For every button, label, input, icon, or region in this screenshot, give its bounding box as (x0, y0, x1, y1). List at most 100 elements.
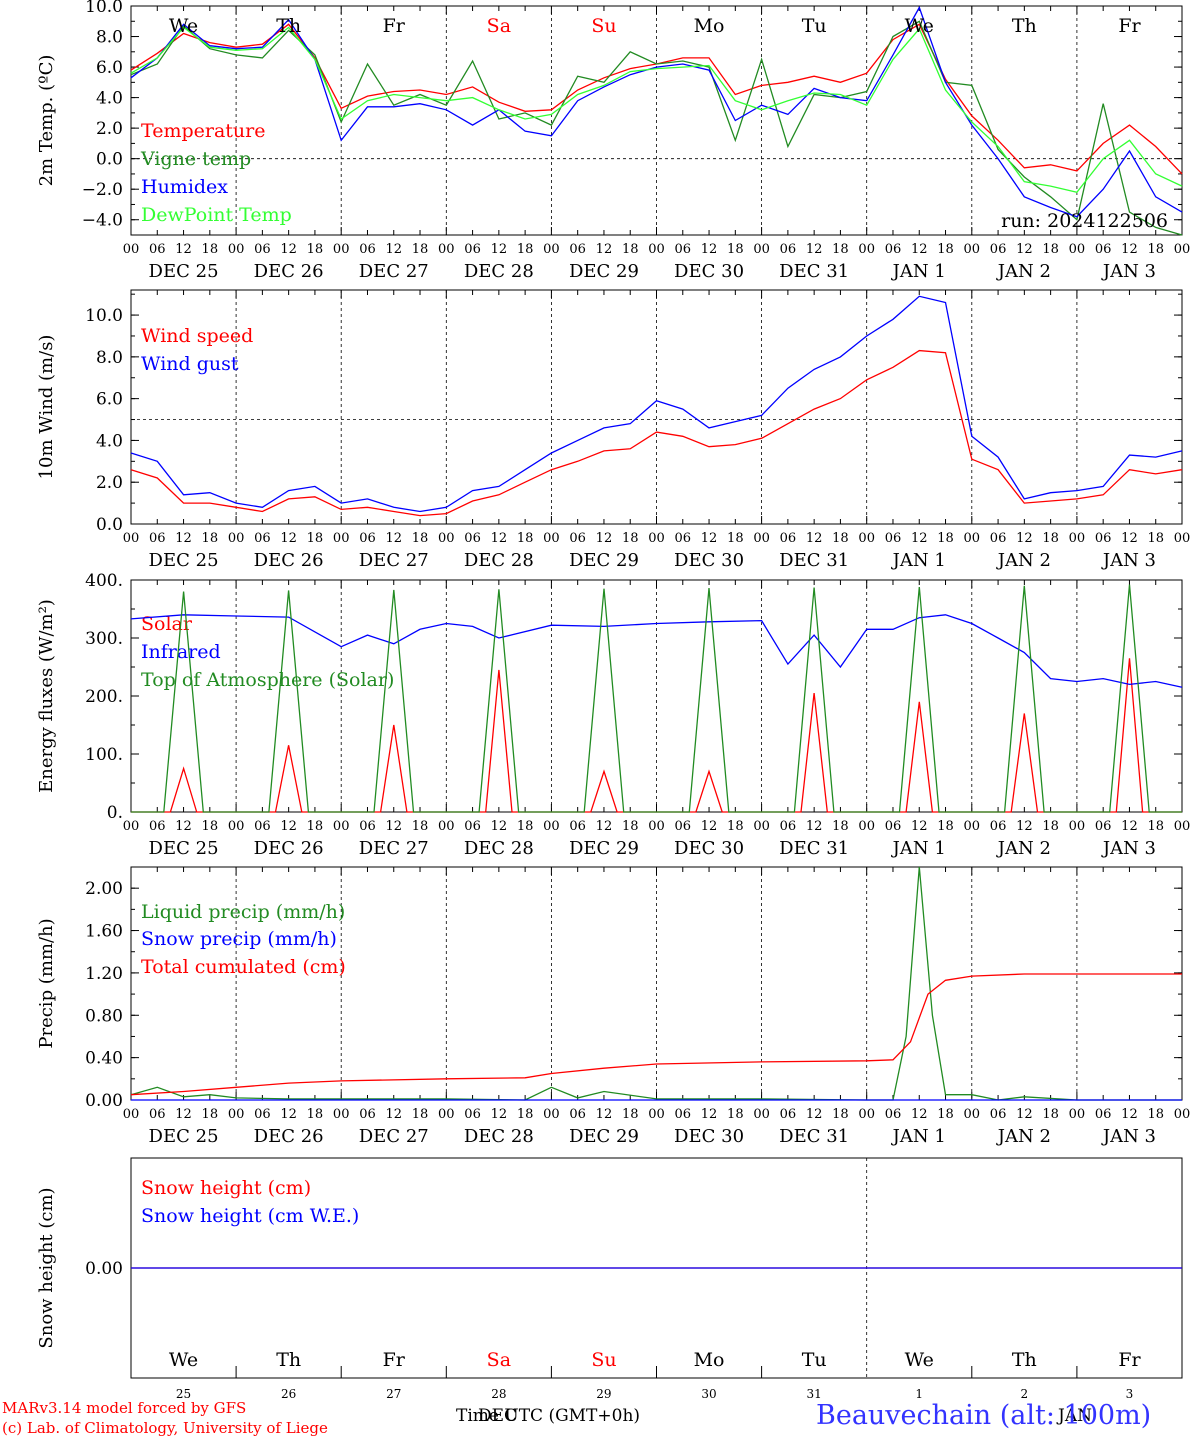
day-label: DEC 27 (359, 550, 429, 571)
hour-tick-label: 18 (1042, 242, 1059, 257)
y-tick-label: 0.40 (85, 1049, 123, 1069)
legend-entry: Vigne temp (140, 148, 251, 170)
y-axis-label: Energy fluxes (W/m²) (36, 599, 57, 793)
hour-tick-label: 06 (359, 819, 376, 834)
hour-tick-label: 00 (1069, 1107, 1086, 1122)
hour-tick-label: 00 (438, 242, 455, 257)
hour-tick-label: 18 (622, 819, 639, 834)
weekday-label: We (169, 1349, 198, 1371)
station-title: Beauvechain (alt: 100m) (816, 1400, 1152, 1431)
weekday-label: Fr (1118, 1349, 1141, 1371)
run-label: run: 2024122506 (1001, 210, 1168, 232)
hour-tick-label: 06 (359, 242, 376, 257)
hour-tick-label: 00 (333, 531, 350, 546)
day-label: DEC 29 (569, 550, 639, 571)
hour-tick-label: 12 (1121, 242, 1138, 257)
day-label: DEC 26 (254, 1126, 324, 1147)
hour-tick-label: 18 (622, 242, 639, 257)
y-tick-label: 4.0 (96, 431, 123, 451)
hour-tick-label: 06 (1095, 1107, 1112, 1122)
hour-tick-label: 00 (543, 819, 560, 834)
weekday-label: We (169, 15, 198, 37)
day-number: 29 (596, 1387, 611, 1401)
panel-precip: 0.00 0.40 0.80 1.20 1.60 2.00 Precip (mm/h) Liq… (36, 866, 1190, 1147)
hour-tick-label: 18 (1042, 531, 1059, 546)
hour-tick-label: 06 (464, 819, 481, 834)
day-label: DEC 29 (569, 1126, 639, 1147)
hour-tick-label: 18 (622, 1107, 639, 1122)
hour-tick-label: 06 (569, 242, 586, 257)
hour-tick-label: 18 (1042, 819, 1059, 834)
hour-tick-label: 12 (1016, 819, 1033, 834)
y-tick-label: 1.60 (85, 922, 123, 942)
hour-tick-label: 12 (385, 1107, 402, 1122)
y-tick-label: 6.0 (96, 58, 123, 78)
legend-entry: Infrared (141, 641, 221, 663)
hour-tick-label: 00 (228, 531, 245, 546)
day-label: DEC 26 (254, 261, 324, 282)
hour-tick-label: 18 (412, 242, 429, 257)
hour-tick-label: 12 (701, 242, 718, 257)
hour-tick-label: 12 (280, 1107, 297, 1122)
legend-entry: Liquid precip (mm/h) (141, 901, 345, 923)
hour-tick-label: 06 (990, 1107, 1007, 1122)
hour-tick-label: 06 (149, 819, 166, 834)
hour-tick-label: 18 (412, 1107, 429, 1122)
hour-tick-label: 06 (885, 1107, 902, 1122)
day-label: DEC 30 (674, 838, 744, 859)
hour-tick-label: 12 (491, 1107, 508, 1122)
series-line-wind-speed (130, 349, 1183, 517)
month-dec-label: DEC (478, 1406, 518, 1426)
y-tick-label: 0.00 (85, 1091, 123, 1111)
hour-tick-label: 12 (596, 1107, 613, 1122)
hour-tick-label: 06 (464, 1107, 481, 1122)
hour-tick-label: 18 (832, 242, 849, 257)
hour-tick-label: 06 (1095, 819, 1112, 834)
hour-tick-label: 00 (753, 1107, 770, 1122)
hour-tick-label: 18 (727, 1107, 744, 1122)
hour-tick-label: 18 (412, 531, 429, 546)
weekday-label: Mo (694, 1349, 725, 1371)
day-number: 25 (176, 1387, 191, 1401)
day-label: JAN 2 (996, 1126, 1051, 1147)
hour-tick-label: 00 (333, 819, 350, 834)
weekday-label: Su (591, 15, 616, 37)
series-line-top-of-atmosphere-solar- (131, 584, 1182, 813)
hour-tick-label: 00 (858, 1107, 875, 1122)
y-axis-label: 10m Wind (m/s) (36, 335, 57, 480)
hour-tick-label: 06 (254, 1107, 271, 1122)
hour-tick-label: 00 (228, 819, 245, 834)
weekday-label: Sa (487, 1349, 511, 1371)
hour-tick-label: 18 (202, 819, 219, 834)
legend-entry: DewPoint Temp (141, 204, 292, 226)
day-label: DEC 30 (674, 261, 744, 282)
hour-tick-label: 00 (753, 819, 770, 834)
series-line-wind-gust (130, 295, 1183, 513)
hour-tick-label: 06 (780, 531, 797, 546)
hour-tick-label: 00 (753, 242, 770, 257)
hour-tick-label: 00 (543, 242, 560, 257)
hour-tick-label: 00 (333, 1107, 350, 1122)
legend-entry: Top of Atmosphere (Solar) (141, 669, 394, 691)
hour-tick-label: 00 (123, 531, 140, 546)
hour-tick-label: 06 (1095, 531, 1112, 546)
y-tick-label: 0. (107, 803, 123, 823)
hour-tick-label: 18 (832, 531, 849, 546)
day-number: 26 (281, 1387, 296, 1401)
hour-tick-label: 00 (858, 819, 875, 834)
hour-tick-label: 18 (517, 531, 534, 546)
day-label: JAN 1 (891, 550, 946, 571)
hour-tick-label: 12 (385, 531, 402, 546)
hour-tick-label: 06 (254, 819, 271, 834)
legend-entry: Total cumulated (cm) (141, 956, 346, 978)
weekday-label: Sa (487, 15, 511, 37)
hour-tick-label: 00 (964, 819, 981, 834)
day-number: 1 (915, 1387, 923, 1401)
hour-tick-label: 12 (1016, 1107, 1033, 1122)
weekday-label: Su (591, 1349, 616, 1371)
hour-tick-label: 00 (1069, 819, 1086, 834)
hour-tick-label: 18 (412, 819, 429, 834)
legend-entry: Wind speed (141, 325, 253, 347)
